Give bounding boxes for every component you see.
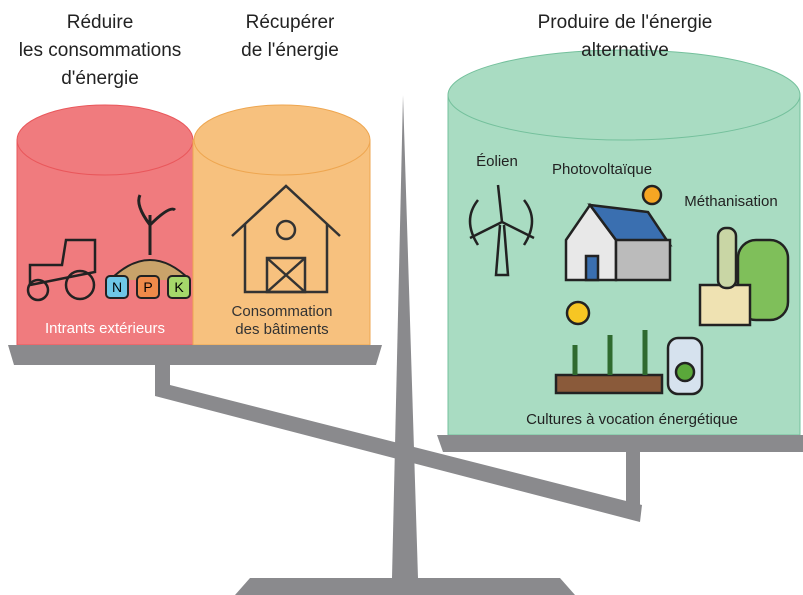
scale-base [235, 578, 575, 595]
heading: alternative [581, 40, 669, 61]
right-hanger [626, 450, 640, 512]
recover-cylinder-top [194, 105, 370, 175]
scale-diagram: Réduire les consommations d'énergie Récu… [0, 0, 803, 595]
npk-letter: N [112, 279, 122, 295]
heading: les consommations [19, 40, 182, 61]
reduce-cylinder-top [17, 105, 193, 175]
heading: Réduire [67, 12, 134, 33]
icon-label: Photovoltaïque [552, 161, 652, 178]
produce-cylinder-top [448, 50, 800, 140]
heading: d'énergie [61, 68, 139, 89]
right-platform [437, 435, 803, 452]
left-platform [8, 345, 382, 365]
column-label: des bâtiments [235, 321, 328, 338]
heading: de l'énergie [241, 40, 339, 61]
icon-label: Méthanisation [684, 193, 777, 210]
npk-letter: P [143, 279, 152, 295]
icon-label: Éolien [476, 153, 518, 170]
npk-letter: K [174, 279, 184, 295]
scale-pole [392, 95, 418, 578]
heading: Récupérer [246, 12, 335, 33]
column-label: Intrants extérieurs [45, 320, 165, 337]
column-label: Consommation [232, 303, 333, 320]
heading: Produire de l'énergie [538, 12, 713, 33]
column-label: Cultures à vocation énergétique [526, 411, 738, 428]
